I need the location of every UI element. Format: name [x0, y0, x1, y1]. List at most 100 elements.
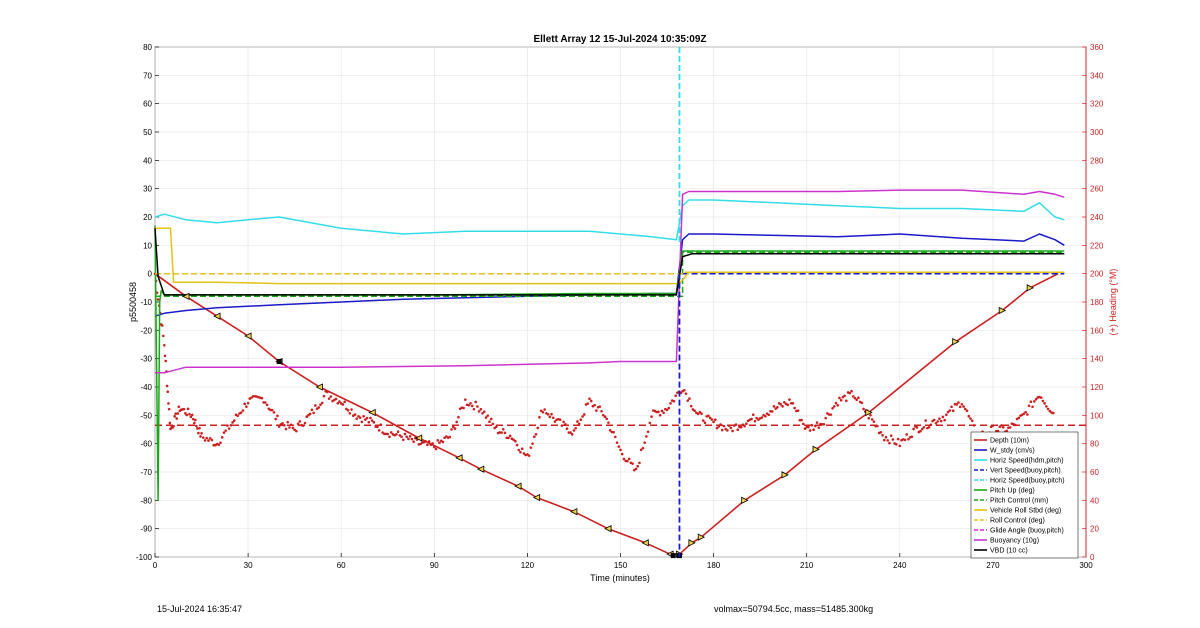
heading-point: [970, 419, 974, 423]
heading-point: [879, 431, 883, 434]
heading-point: [593, 403, 596, 407]
depth-marker: [182, 292, 190, 300]
legend-label: Depth (10m): [990, 438, 1029, 445]
heading-point: [684, 392, 688, 395]
heading-point: [969, 417, 972, 420]
heading-point: [895, 442, 898, 446]
x-tick-label: 210: [800, 561, 814, 570]
heading-point: [570, 433, 574, 436]
depth-marker: [741, 496, 749, 504]
x-tick-label: 300: [1079, 561, 1093, 570]
heading-point: [884, 435, 888, 439]
heading-point: [329, 395, 333, 398]
heading-point: [936, 420, 940, 423]
heading-point: [265, 403, 269, 407]
heading-point: [1014, 423, 1017, 427]
heading-point: [401, 438, 405, 442]
heading-point: [579, 418, 583, 422]
heading-point: [529, 446, 533, 449]
heading-point: [534, 432, 538, 436]
heading-point: [227, 427, 231, 430]
heading-point: [739, 425, 743, 429]
heading-point: [615, 441, 619, 444]
y-tick-label: 80: [143, 43, 152, 52]
heading-point: [882, 438, 886, 442]
depth-marker: [414, 434, 423, 442]
y-axis-label: p5500458: [128, 282, 138, 322]
heading-point: [370, 419, 374, 422]
y2-tick-label: 200: [1090, 270, 1104, 279]
heading-point: [701, 419, 705, 422]
heading-point: [648, 421, 652, 425]
heading-point: [520, 447, 524, 450]
y-ticks: -100-90-80-70-60-50-40-30-20-10010203040…: [136, 43, 159, 562]
heading-point: [226, 424, 229, 427]
heading-point: [448, 435, 452, 439]
heading-point: [932, 418, 936, 422]
heading-point: [501, 427, 505, 431]
series-line-horiz-speed-hdm-pitch: [154, 199, 1065, 241]
heading-point: [627, 457, 631, 461]
heading-point: [586, 402, 590, 405]
heading-point: [634, 467, 638, 471]
legend-label: Horiz Speed(hdm,pitch): [990, 458, 1064, 465]
y-tick-label: -50: [140, 411, 152, 420]
heading-point: [305, 415, 309, 419]
heading-point: [965, 409, 969, 413]
heading-point: [531, 442, 534, 445]
heading-point: [626, 459, 629, 463]
heading-point: [810, 423, 814, 427]
heading-point: [291, 426, 295, 430]
heading-point: [539, 409, 543, 413]
legend-label: Vehicle Roll Stbd (deg): [990, 508, 1061, 515]
heading-point: [991, 424, 995, 427]
heading-point: [377, 429, 381, 432]
heading-point: [481, 411, 484, 415]
depth-marker: [532, 493, 541, 502]
heading-point: [500, 431, 503, 434]
heading-point: [489, 417, 493, 421]
heading-point: [614, 435, 617, 439]
heading-point: [312, 411, 315, 415]
heading-point: [807, 425, 810, 429]
heading-point: [467, 403, 471, 407]
heading-point: [814, 424, 817, 428]
depth-marker: [641, 539, 649, 547]
heading-point: [514, 439, 517, 443]
heading-point: [317, 406, 321, 409]
heading-point: [574, 426, 577, 430]
heading-point: [717, 425, 721, 428]
heading-point: [1001, 425, 1005, 429]
heading-point: [896, 437, 900, 441]
heading-point: [886, 439, 890, 442]
legend-label: Buoyancy (10g): [990, 538, 1039, 545]
y-tick-label: 50: [143, 128, 152, 137]
heading-point: [957, 401, 960, 404]
heading-point: [310, 408, 314, 412]
heading-point: [479, 407, 483, 411]
heading-point: [264, 401, 267, 404]
heading-point: [229, 424, 233, 427]
depth-marker: [998, 306, 1007, 315]
heading-point: [320, 401, 324, 405]
grid-lines: [154, 46, 1087, 558]
heading-point: [862, 407, 865, 411]
heading-point: [831, 406, 834, 410]
heading-point: [168, 421, 172, 425]
heading-point: [161, 334, 165, 338]
heading-point: [622, 457, 626, 461]
heading-point: [288, 426, 291, 429]
heading-point: [927, 425, 931, 429]
heading-point: [200, 432, 203, 435]
heading-point: [175, 417, 179, 420]
heading-point: [577, 422, 581, 426]
heading-point: [553, 420, 557, 423]
heading-point: [441, 440, 445, 444]
heading-point: [166, 390, 170, 394]
heading-point: [217, 443, 221, 447]
heading-point: [822, 423, 826, 426]
heading-point: [1005, 429, 1008, 433]
heading-point: [860, 401, 864, 405]
series-line-roll-control-deg: [155, 271, 1065, 275]
heading-point: [491, 422, 495, 426]
